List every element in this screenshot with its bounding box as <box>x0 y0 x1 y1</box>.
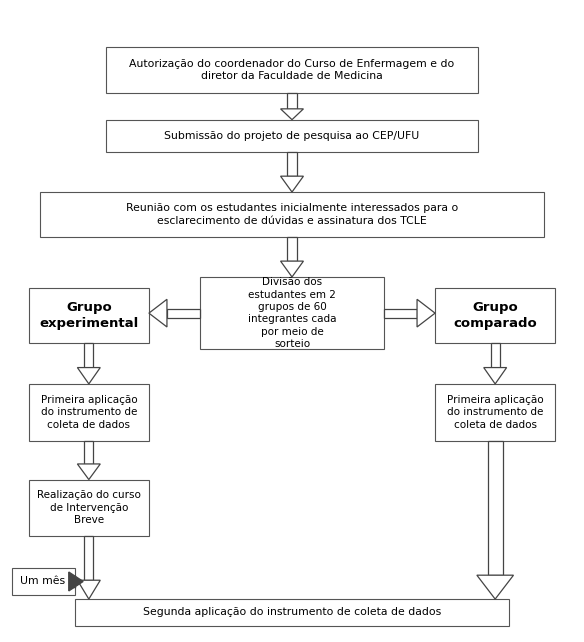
FancyBboxPatch shape <box>29 288 149 343</box>
Polygon shape <box>84 440 93 464</box>
Text: Divisão dos
estudantes em 2
grupos de 60
integrantes cada
por meio de
sorteio: Divisão dos estudantes em 2 grupos de 60… <box>248 277 336 349</box>
Text: Realização do curso
de Intervenção
Breve: Realização do curso de Intervenção Breve <box>37 490 141 525</box>
FancyBboxPatch shape <box>40 192 544 238</box>
Polygon shape <box>491 343 500 368</box>
Polygon shape <box>287 92 297 109</box>
Text: Grupo
experimental: Grupo experimental <box>39 301 138 330</box>
FancyBboxPatch shape <box>435 288 555 343</box>
Polygon shape <box>488 440 503 575</box>
Polygon shape <box>477 575 513 599</box>
Polygon shape <box>69 572 83 591</box>
Text: Primeira aplicação
do instrumento de
coleta de dados: Primeira aplicação do instrumento de col… <box>447 395 544 429</box>
Polygon shape <box>84 536 93 580</box>
Polygon shape <box>384 309 417 318</box>
FancyBboxPatch shape <box>29 384 149 440</box>
Polygon shape <box>77 368 100 384</box>
FancyBboxPatch shape <box>435 384 555 440</box>
Polygon shape <box>77 464 100 480</box>
Polygon shape <box>417 299 435 327</box>
FancyBboxPatch shape <box>75 599 509 625</box>
Polygon shape <box>484 368 506 384</box>
FancyBboxPatch shape <box>106 48 478 92</box>
Text: Segunda aplicação do instrumento de coleta de dados: Segunda aplicação do instrumento de cole… <box>143 607 441 618</box>
FancyBboxPatch shape <box>12 568 75 594</box>
Text: Um mês: Um mês <box>20 577 65 587</box>
FancyBboxPatch shape <box>200 277 384 349</box>
Polygon shape <box>287 152 297 176</box>
FancyBboxPatch shape <box>106 119 478 152</box>
Polygon shape <box>167 309 200 318</box>
Polygon shape <box>149 299 167 327</box>
Polygon shape <box>84 343 93 368</box>
Text: Reunião com os estudantes inicialmente interessados para o
esclarecimento de dúv: Reunião com os estudantes inicialmente i… <box>126 204 458 226</box>
Text: Primeira aplicação
do instrumento de
coleta de dados: Primeira aplicação do instrumento de col… <box>40 395 137 429</box>
Text: Submissão do projeto de pesquisa ao CEP/UFU: Submissão do projeto de pesquisa ao CEP/… <box>164 131 420 141</box>
Polygon shape <box>77 580 100 599</box>
Text: Autorização do coordenador do Curso de Enfermagem e do
diretor da Faculdade de M: Autorização do coordenador do Curso de E… <box>130 59 454 81</box>
Polygon shape <box>287 238 297 261</box>
Polygon shape <box>280 176 304 192</box>
Text: Grupo
comparado: Grupo comparado <box>453 301 537 330</box>
Polygon shape <box>280 261 304 277</box>
Polygon shape <box>280 109 304 119</box>
FancyBboxPatch shape <box>29 480 149 536</box>
